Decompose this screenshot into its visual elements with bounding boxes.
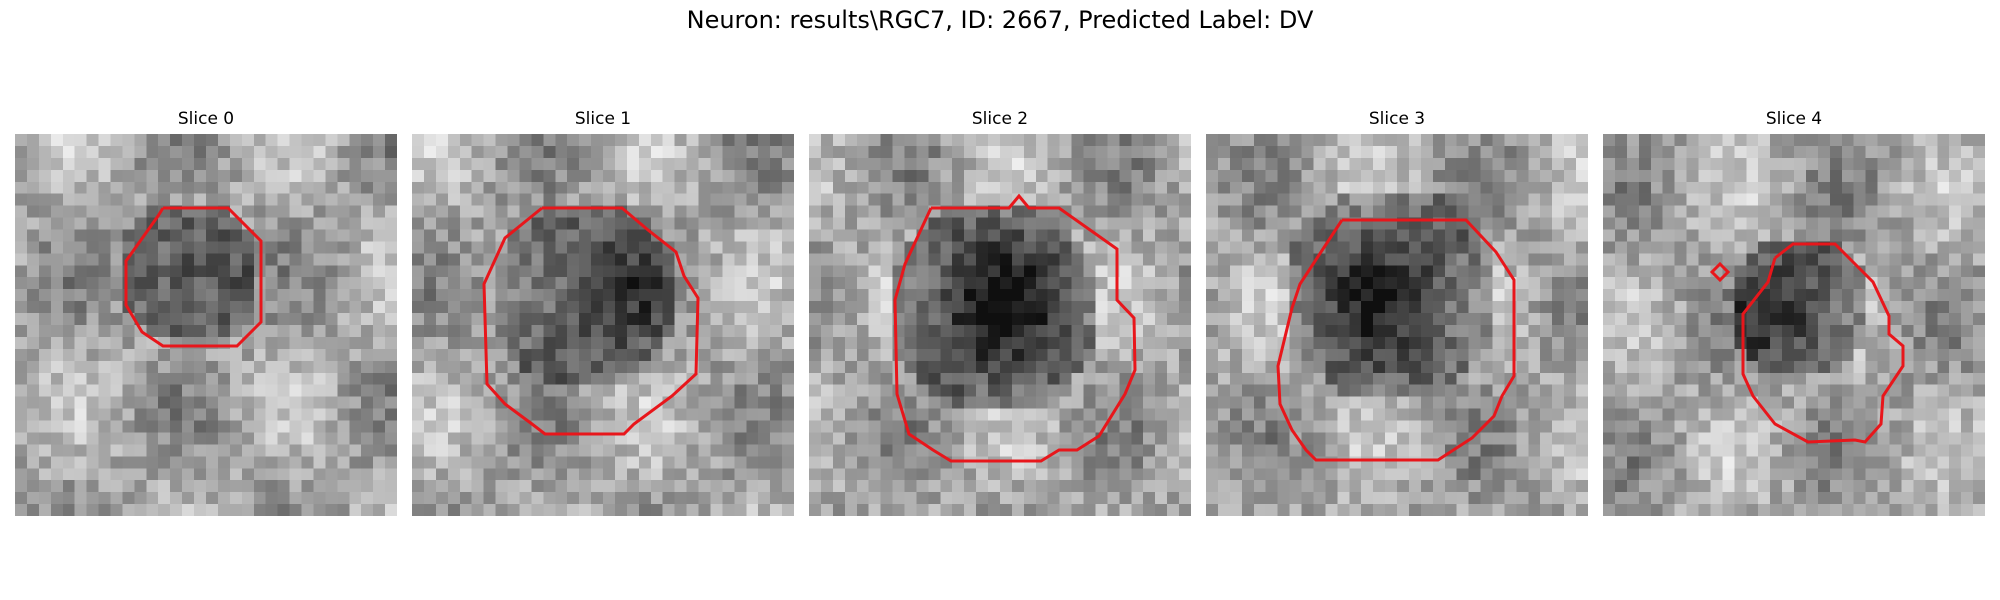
contour-overlay bbox=[893, 193, 1137, 463]
slice-image bbox=[1603, 134, 1985, 516]
small-contour bbox=[1709, 261, 1731, 283]
slice-image bbox=[809, 134, 1191, 516]
neuron-contour bbox=[482, 206, 700, 436]
neuron-contour bbox=[893, 193, 1137, 463]
slice-image bbox=[1206, 134, 1588, 516]
contour-overlay bbox=[124, 206, 263, 348]
slice-panel-4: Slice 4 bbox=[1603, 108, 1985, 516]
slice-panel-1: Slice 1 bbox=[412, 108, 794, 516]
slice-title: Slice 4 bbox=[1765, 109, 1823, 129]
neuron-contour bbox=[124, 206, 263, 348]
slice-image bbox=[412, 134, 794, 516]
neuron-contour bbox=[1276, 218, 1516, 462]
slice-title: Slice 1 bbox=[574, 109, 632, 129]
slice-title: Slice 3 bbox=[1368, 109, 1426, 129]
contour-overlay bbox=[482, 206, 700, 436]
figure-title: Neuron: results\RGC7, ID: 2667, Predicte… bbox=[686, 6, 1314, 34]
slice-panel-2: Slice 2 bbox=[809, 108, 1191, 516]
contour-overlay bbox=[1276, 218, 1516, 462]
slice-panel-3: Slice 3 bbox=[1206, 108, 1588, 516]
slice-title: Slice 0 bbox=[177, 109, 235, 129]
slice-image bbox=[15, 134, 397, 516]
slice-title: Slice 2 bbox=[971, 109, 1029, 129]
contour-overlay bbox=[1709, 242, 1905, 444]
neuron-contour bbox=[1741, 242, 1905, 444]
slice-panel-0: Slice 0 bbox=[15, 108, 397, 516]
